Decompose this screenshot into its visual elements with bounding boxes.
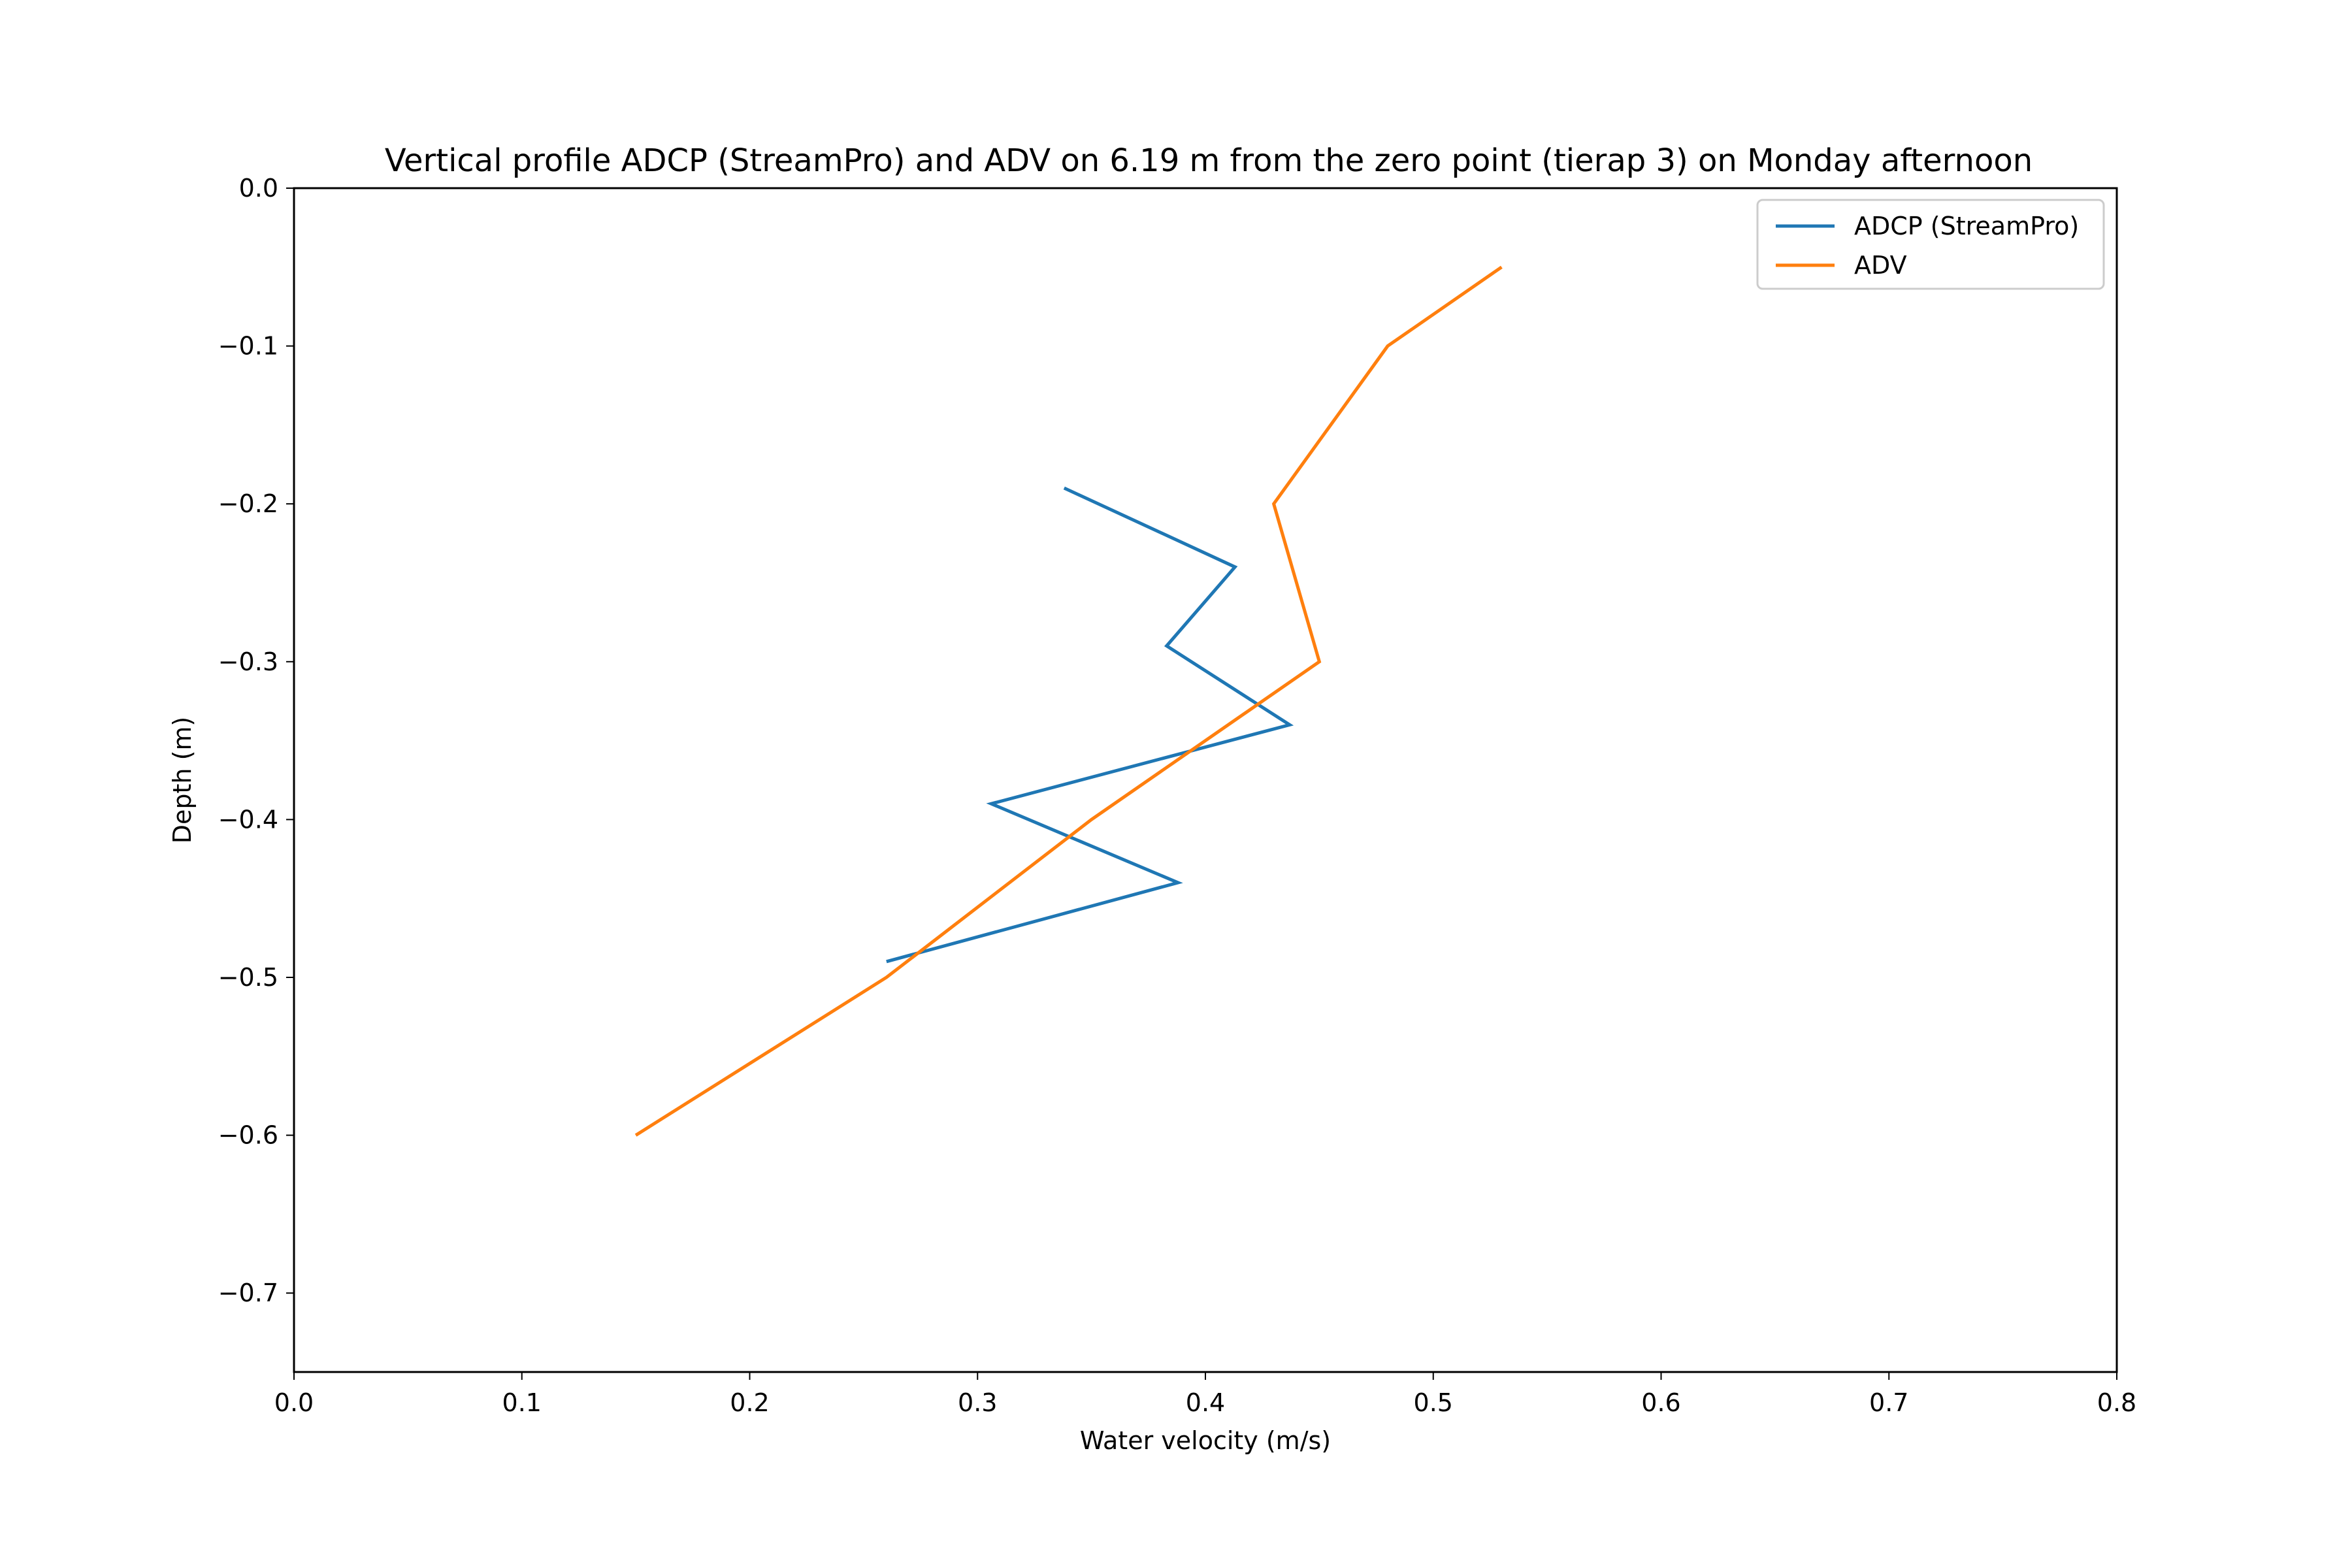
x-tick-label: 0.4 (1186, 1388, 1225, 1417)
y-tick-label: −0.3 (218, 647, 278, 676)
y-tick-label: −0.2 (218, 489, 278, 518)
x-axis-label: Water velocity (m/s) (1080, 1426, 1331, 1455)
ticks-layer: 0.0 0.1 0.2 0.3 0.4 0.5 0.6 0.7 0.8 0.0 −0.1 −0.2 −0… (218, 174, 2137, 1417)
y-tick-label: −0.5 (218, 963, 278, 992)
legend: ADCP (StreamPro) ADV (1756, 199, 2105, 290)
series-layer (634, 265, 1503, 1137)
x-tick-label: 0.1 (502, 1388, 542, 1417)
x-tick-label: 0.7 (1869, 1388, 1908, 1417)
y-tick-label: −0.7 (218, 1279, 278, 1307)
y-tick-label: −0.6 (218, 1121, 278, 1150)
x-tick-label: 0.6 (1641, 1388, 1680, 1417)
y-tick-label: −0.4 (218, 805, 278, 834)
y-axis-label: Depth (m) (168, 717, 197, 844)
y-tick-label: −0.1 (218, 332, 278, 361)
legend-entry-label: ADV (1854, 251, 1907, 280)
x-tick-label: 0.3 (958, 1388, 997, 1417)
x-tick-label: 0.5 (1414, 1388, 1453, 1417)
legend-entry-label: ADCP (StreamPro) (1854, 212, 2079, 240)
series-line-0 (886, 486, 1294, 964)
x-tick-label: 0.2 (730, 1388, 769, 1417)
y-tick-label: 0.0 (239, 174, 278, 203)
x-tick-label: 0.0 (274, 1388, 314, 1417)
x-tick-label: 0.8 (2097, 1388, 2136, 1417)
chart-title: Vertical profile ADCP (StreamPro) and AD… (385, 142, 2033, 179)
legend-frame (1756, 199, 2105, 290)
